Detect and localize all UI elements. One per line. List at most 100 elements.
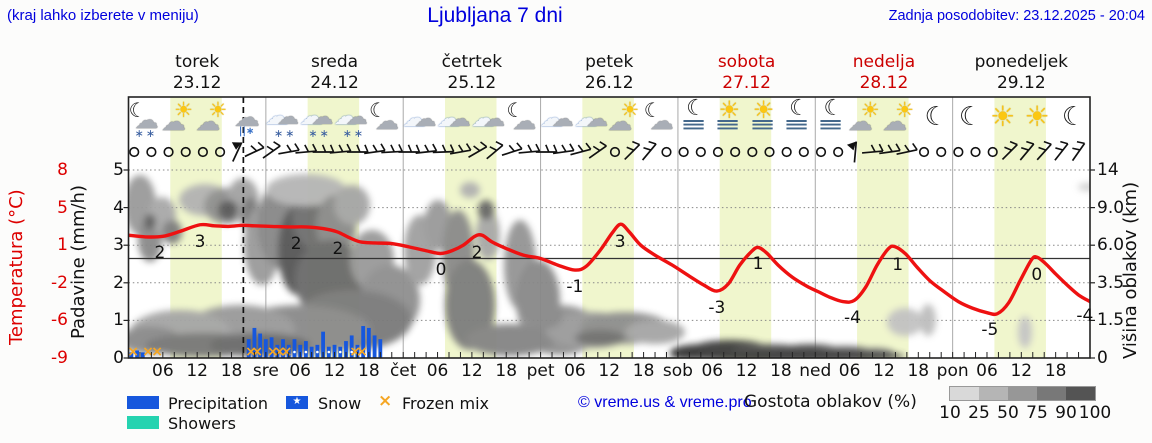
- moon-cloud-icon: ☾ ☁: [369, 98, 400, 135]
- cloud-height-tick-label: 0: [1097, 348, 1108, 368]
- day-header-nedelja: nedelja 28.12: [852, 52, 916, 93]
- temperature-label: 2: [332, 239, 344, 260]
- time-tick-label: 18: [907, 361, 930, 381]
- precip-tick-label: 3: [113, 235, 124, 256]
- showers-legend-label: Showers: [168, 414, 236, 433]
- snow-star-icon: [287, 395, 307, 409]
- day-header-torek: torek 23.12: [172, 52, 222, 93]
- svg-text:×: ×: [127, 344, 139, 360]
- time-tick-label: 12: [461, 361, 483, 381]
- last-updated: Zadnja posodobitev: 23.12.2025 - 20:04: [888, 8, 1145, 24]
- time-tick-label: 12: [735, 361, 758, 381]
- cloud-height-tick-label: 1.5: [1097, 310, 1125, 331]
- moon-fog-icon: ☾ ≡: [817, 96, 845, 135]
- precip-tick-label: 5: [113, 160, 124, 180]
- clouds-icon: ☁ ☁: [436, 104, 471, 132]
- temp-tick-label: -9: [51, 348, 68, 368]
- precipitation-legend-label: Precipitation: [168, 394, 269, 413]
- clouds-snow-icon: ☁ ☁ ∗∗: [333, 102, 368, 140]
- time-tick-label: 06: [152, 361, 174, 381]
- density-tick-label: 90: [1055, 403, 1077, 423]
- moon-icon: ☾: [958, 102, 983, 132]
- density-gradient-segment: [979, 387, 1008, 400]
- temperature-label: 2: [471, 243, 483, 263]
- time-tick-label: sob: [662, 361, 693, 381]
- time-tick-label: 18: [495, 361, 518, 381]
- svg-text:×: ×: [142, 344, 154, 360]
- clouds-icon: ☁ ☁: [471, 104, 506, 132]
- snow-legend-label: Snow: [318, 394, 362, 413]
- precip-tick-label: 2: [113, 272, 124, 293]
- showers-swatch: [127, 416, 159, 429]
- density-tick-label: 100: [1078, 403, 1112, 423]
- density-gradient-segment: [1008, 387, 1037, 400]
- moon-cloud-icon: ☾ ☁: [643, 98, 674, 135]
- svg-text:×: ×: [151, 344, 163, 360]
- precip-tick-label: 1: [113, 310, 124, 331]
- moon-cloud-icon: ☾ ☁: [506, 98, 537, 135]
- cloud-sleet-icon: ☁ ||∗: [233, 103, 260, 137]
- time-tick-label: 06: [976, 361, 998, 381]
- time-tick-label: 12: [1010, 361, 1033, 381]
- time-tick-label: sre: [252, 361, 279, 381]
- sun-cloud-icon: ☀ ☁: [161, 98, 193, 136]
- svg-text:×: ×: [267, 344, 279, 360]
- density-tick-label: 50: [997, 403, 1019, 423]
- time-tick-label: 18: [220, 361, 243, 381]
- precip-tick-label: 4: [113, 197, 124, 218]
- time-tick-label: 12: [186, 361, 208, 381]
- temperature-label: -3: [708, 298, 726, 319]
- cloud-height-tick-label: 3.5: [1097, 272, 1125, 293]
- temp-tick-label: 8: [57, 160, 68, 180]
- svg-text:×: ×: [245, 344, 257, 360]
- clouds-snow-icon: ☁ ☁ ∗∗: [265, 102, 300, 140]
- day-header-petek: petek 26.12: [584, 52, 634, 93]
- moon-fog-icon: ☾ ≡: [783, 96, 811, 135]
- sun-cloud-icon: ☀ ☁: [607, 98, 640, 136]
- time-tick-label: 06: [564, 361, 586, 381]
- time-tick-label: 06: [838, 361, 861, 381]
- time-tick-label: pon: [936, 361, 969, 381]
- cloud-height-tick-label: 6.0: [1097, 235, 1125, 256]
- frozen-mix-icon: [378, 394, 392, 408]
- sun-fog-icon: ☀ ≡: [748, 96, 776, 135]
- temperature-label: 0: [435, 260, 447, 281]
- svg-text:×: ×: [356, 344, 368, 360]
- day-header-sobota: sobota 27.12: [717, 52, 776, 93]
- time-tick-label: 06: [426, 361, 449, 381]
- time-tick-label: 06: [701, 361, 724, 381]
- time-tick-label: pet: [526, 361, 555, 381]
- day-header-četrtek: četrtek 25.12: [441, 52, 503, 93]
- temperature-label: 2: [290, 233, 302, 254]
- precip-tick-label: 0: [113, 348, 124, 368]
- clouds-snow-icon: ☁ ☁ ∗∗: [299, 102, 334, 140]
- svg-text:×: ×: [281, 344, 293, 360]
- sun-icon: ☀: [1024, 100, 1050, 133]
- temperature-label: -5: [981, 319, 999, 340]
- clouds-icon: ☁ ☁: [539, 104, 574, 132]
- density-gradient-segment: [1037, 387, 1066, 400]
- cloud-height-tick-label: 9.0: [1097, 197, 1125, 218]
- temperature-label: -4: [844, 307, 861, 328]
- temperature-label: 0: [1031, 264, 1043, 285]
- temp-tick-label: -6: [51, 310, 68, 331]
- sun-cloud-icon: ☀ ☁: [195, 98, 228, 136]
- sun-fog-icon: ☀ ≡: [714, 96, 742, 135]
- temperature-label: -4: [1076, 305, 1094, 326]
- credit-link[interactable]: © vreme.us & vreme.pro: [578, 394, 752, 411]
- location-hint: (kraj lahko izberete v meniju): [7, 7, 199, 24]
- moon-cloud-snow-icon: ☾ ☁ ∗∗: [128, 98, 159, 140]
- density-tick-label: 75: [1026, 403, 1048, 423]
- cloud-density-gradient-bar: [949, 386, 1096, 401]
- page-title: Ljubljana 7 dni: [427, 4, 563, 27]
- time-tick-label: 12: [598, 361, 621, 381]
- svg-text:×: ×: [349, 344, 361, 360]
- moon-fog-icon: ☾ ≡: [680, 96, 708, 135]
- day-header-ponedeljek: ponedeljek 29.12: [974, 52, 1069, 93]
- temperature-label: 1: [892, 255, 904, 276]
- temperature-label: 3: [614, 231, 626, 252]
- density-gradient-segment: [950, 387, 979, 400]
- sun-cloud-icon: ☀ ☁: [882, 98, 914, 136]
